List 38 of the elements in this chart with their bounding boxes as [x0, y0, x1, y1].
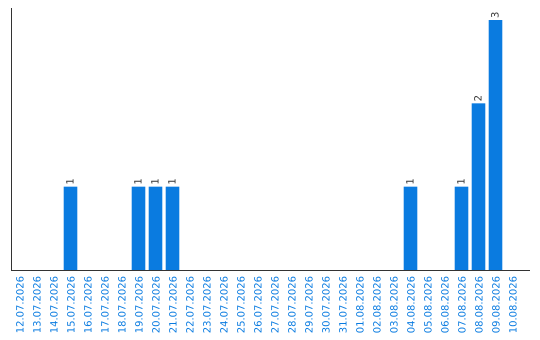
x-tick-label: 15.07.2026: [66, 276, 78, 334]
x-tick-label: 16.07.2026: [84, 276, 94, 334]
x-tick-label: 30.07.2026: [322, 276, 332, 334]
x-tick-label: 20.07.2026: [152, 276, 162, 334]
x-tick-label: 29.07.2026: [304, 276, 316, 334]
data-label: 1: [134, 178, 144, 185]
x-tick-label: 27.07.2026: [270, 276, 282, 334]
x-tick-label: 08.08.2026: [474, 276, 486, 334]
x-tick-label: 01.08.2026: [356, 276, 366, 334]
data-label: 3: [490, 12, 502, 18]
x-tick-label: 04.08.2026: [406, 276, 418, 334]
data-label: 2: [474, 94, 484, 102]
x-tick-label: 22.07.2026: [186, 276, 196, 334]
x-tick-label: 23.07.2026: [202, 276, 214, 334]
x-tick-label: 28.07.2026: [288, 276, 298, 334]
x-tick-label: 18.07.2026: [118, 276, 128, 334]
x-tick-label: 06.08.2026: [440, 276, 452, 334]
x-tick-label: 07.08.2026: [458, 276, 468, 334]
data-label: 1: [406, 178, 416, 185]
x-tick-label: 19.07.2026: [134, 276, 146, 334]
x-tick-label: 24.07.2026: [220, 276, 230, 334]
x-tick-label: 05.08.2026: [424, 276, 434, 334]
x-tick-label: 02.08.2026: [372, 276, 384, 334]
data-label: 1: [150, 178, 162, 185]
x-tick-label: 17.07.2026: [100, 276, 112, 334]
x-tick-label: 03.08.2026: [390, 276, 400, 334]
x-tick-label: 21.07.2026: [168, 276, 180, 334]
data-label: 1: [66, 178, 76, 185]
x-tick-label: 10.08.2026: [508, 276, 520, 334]
x-tick-label: 14.07.2026: [50, 276, 60, 334]
x-tick-label: 26.07.2026: [254, 276, 264, 334]
x-tick-label: 09.08.2026: [492, 276, 502, 334]
data-label: 1: [456, 178, 468, 185]
x-tick-label: 12.07.2026: [16, 276, 26, 334]
x-tick-label: 31.07.2026: [338, 276, 350, 334]
data-label: 1: [168, 178, 178, 185]
x-tick-label: 13.07.2026: [32, 276, 44, 334]
x-tick-label: 25.07.2026: [236, 276, 248, 334]
